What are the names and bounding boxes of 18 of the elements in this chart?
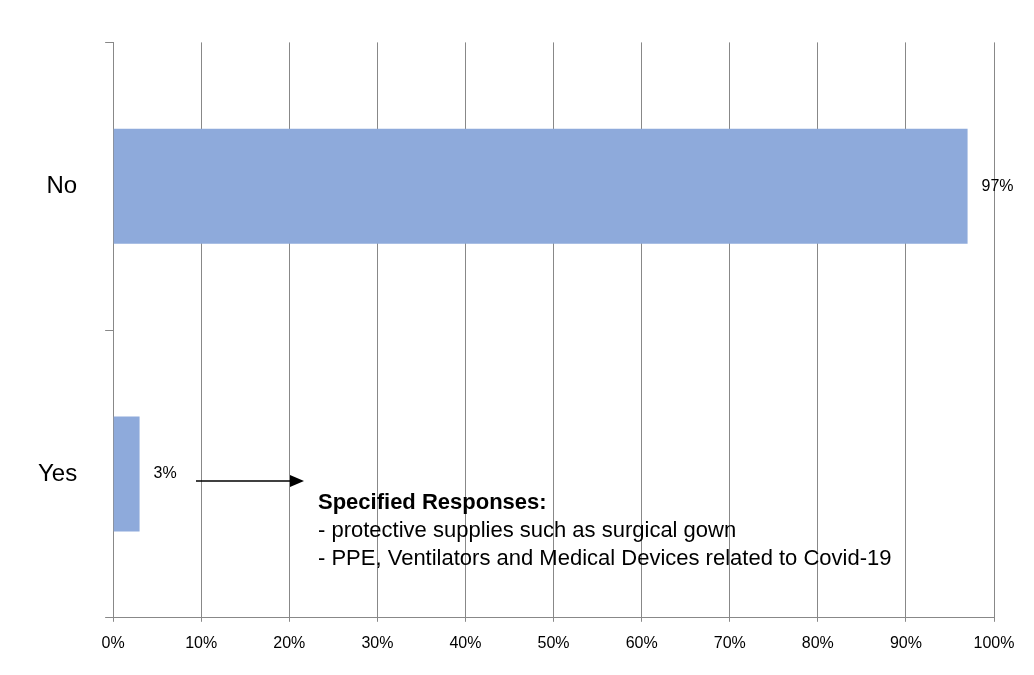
x-tick-label: 90% xyxy=(889,633,922,651)
annotation: - PPE, Ventilators and Medical Devices related to Covid-19 xyxy=(318,544,892,572)
y-tick-label: Yes xyxy=(38,458,78,486)
x-tick-label: 10% xyxy=(185,633,218,651)
x-tick-label: 40% xyxy=(449,633,482,651)
x-tick-label: 80% xyxy=(801,633,834,651)
x-tick-label: 20% xyxy=(273,633,306,651)
x-tick-label: 50% xyxy=(537,633,570,651)
x-tick-label: 70% xyxy=(713,633,746,651)
x-tick-label: 0% xyxy=(101,633,125,651)
y-tick-label: No xyxy=(46,170,78,198)
x-tick-label: 30% xyxy=(361,633,394,651)
x-tick-label: 100% xyxy=(973,633,1015,651)
annotation: Specified Responses: xyxy=(318,488,548,516)
data-label: 3% xyxy=(153,464,177,482)
annotation: - protective supplies such as surgical gown xyxy=(318,516,738,544)
data-label: 97% xyxy=(981,176,1014,194)
x-tick-label: 60% xyxy=(625,633,658,651)
